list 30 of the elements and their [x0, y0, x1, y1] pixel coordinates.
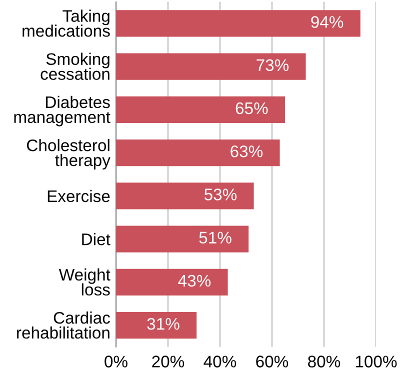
y-tick-label: Weight loss [58, 268, 110, 296]
data-label: 65% [236, 102, 268, 114]
data-label: 31% [147, 318, 180, 330]
bar [116, 182, 254, 210]
bar [116, 53, 306, 80]
x-tick-label: 80% [308, 356, 340, 368]
x-tick-label: 60% [256, 356, 288, 368]
data-label: 53% [204, 188, 237, 200]
x-tick-label: 40% [204, 356, 236, 368]
bar [116, 96, 285, 124]
data-label: 51% [199, 232, 232, 244]
data-label: 94% [311, 16, 344, 28]
data-label: 73% [256, 59, 289, 72]
y-tick-label: Diabetes management [14, 96, 110, 126]
y-tick-label: Diet [82, 233, 110, 246]
y-tick-label: Cholesterol therapy [26, 139, 110, 170]
y-tick-label: Exercise [48, 190, 110, 202]
data-label: 63% [230, 145, 263, 158]
data-label: 43% [178, 274, 211, 287]
bar [116, 10, 360, 37]
x-tick-label: 0% [104, 356, 128, 368]
x-tick-label: 20% [152, 356, 184, 368]
y-tick-label: Smoking cessation [40, 52, 110, 80]
bar [116, 312, 197, 339]
x-tick-label: 100% [356, 356, 397, 368]
y-tick-label: Taking medications [22, 10, 110, 37]
y-tick-label: Cardiac rehabilitation [17, 312, 110, 339]
bar [116, 268, 228, 296]
bar [116, 226, 249, 252]
bar [116, 139, 280, 166]
